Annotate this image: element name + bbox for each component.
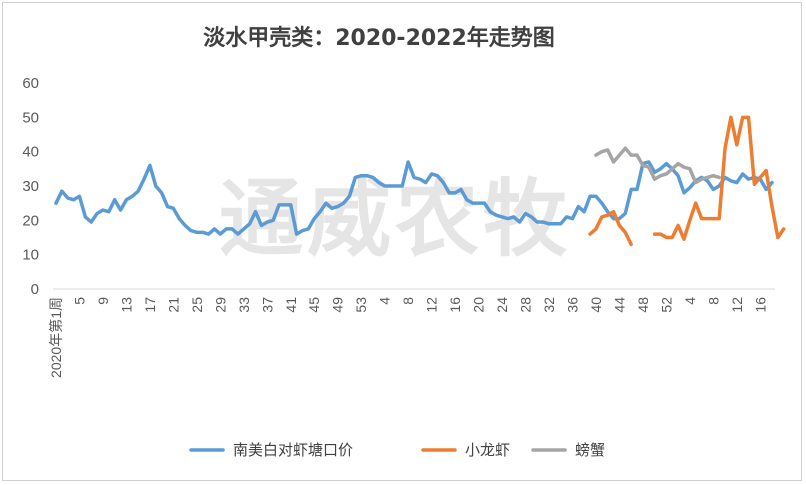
series-line-2 [652, 115, 786, 241]
x-tick-label: 8 [400, 297, 416, 305]
x-tick-label: 12 [424, 297, 440, 313]
x-tick-label: 17 [142, 297, 158, 313]
y-tick-label: 30 [22, 178, 39, 195]
y-tick-label: 20 [22, 212, 39, 229]
x-tick-label: 25 [189, 297, 205, 313]
x-tick-label: 8 [705, 297, 721, 305]
x-tick-label: 9 [95, 297, 111, 305]
x-tick-label: 28 [518, 297, 534, 313]
legend: 南美白对虾塘口价 小龙虾 螃蟹 [189, 441, 605, 459]
x-tick-label: 2020年第1周 [48, 297, 64, 378]
x-tick-label: 4 [377, 297, 393, 305]
x-tick-label: 52 [658, 297, 674, 313]
x-tick-label: 29 [212, 297, 228, 313]
x-tick-label: 4 [682, 297, 698, 305]
x-tick-label: 44 [611, 297, 627, 313]
x-tick-label: 16 [752, 297, 768, 313]
x-tick-label: 45 [306, 297, 322, 313]
x-tick-label: 16 [447, 297, 463, 313]
y-tick-label: 50 [22, 109, 39, 126]
chart: 淡水甲壳类：2020-2022年走势图 通威农牧 010203040506020… [22, 25, 786, 459]
x-tick-label: 36 [564, 297, 580, 313]
legend-label: 小龙虾 [465, 441, 510, 459]
x-tick-label: 5 [71, 297, 87, 305]
x-tick-label: 40 [588, 297, 604, 313]
chart-title: 淡水甲壳类：2020-2022年走势图 [203, 25, 555, 51]
x-tick-label: 53 [353, 297, 369, 313]
legend-label: 螃蟹 [575, 441, 605, 459]
x-tick-label: 20 [471, 297, 487, 313]
series-layer [54, 115, 786, 247]
y-tick-label: 60 [22, 75, 39, 92]
x-tick-label: 24 [494, 297, 510, 313]
x-tick-label: 37 [259, 297, 275, 313]
x-tick-label: 32 [541, 297, 557, 313]
y-tick-label: 10 [22, 247, 39, 264]
y-tick-label: 40 [22, 144, 39, 161]
x-tick-label: 12 [729, 297, 745, 313]
x-tick-label: 13 [118, 297, 134, 313]
y-tick-label: 0 [31, 281, 39, 298]
series-line-1 [54, 160, 774, 236]
x-tick-label: 41 [283, 297, 299, 313]
legend-label: 南美白对虾塘口价 [233, 441, 353, 459]
x-tick-label: 48 [635, 297, 651, 313]
x-tick-label: 33 [236, 297, 252, 313]
x-tick-label: 49 [330, 297, 346, 313]
x-tick-label: 21 [165, 297, 181, 313]
axes: 0 10 20 30 40 50 60 2020年第1周 5 9 13 17 21 25 29 33 37 41 4… [22, 75, 775, 378]
series-line-2 [588, 210, 633, 247]
series-line-3 [594, 146, 721, 185]
